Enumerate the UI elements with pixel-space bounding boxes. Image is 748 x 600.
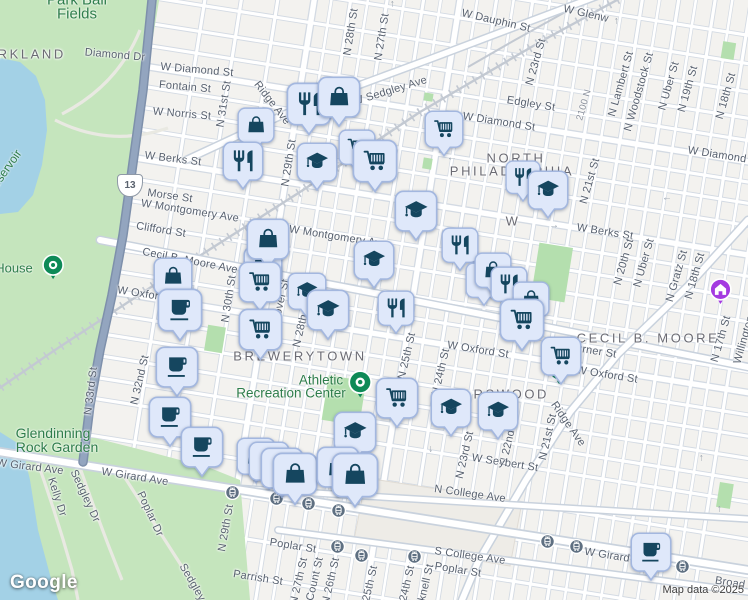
poi-marker-grad[interactable] xyxy=(477,391,519,441)
us-13-shield: 13 xyxy=(117,174,143,197)
poi-marker-cart[interactable] xyxy=(499,298,545,352)
park-poi-icon[interactable] xyxy=(347,369,373,399)
poi-marker-cup[interactable] xyxy=(148,396,192,448)
poi-marker-grad[interactable] xyxy=(430,388,472,438)
google-logo[interactable]: Google xyxy=(10,572,78,593)
one-way-arrow: → xyxy=(713,504,724,514)
one-way-arrow: → xyxy=(549,220,559,231)
transit-stop-icon[interactable] xyxy=(329,538,345,554)
poi-marker-restaurant[interactable] xyxy=(377,290,415,335)
one-way-arrow: → xyxy=(695,453,706,463)
park-label: House xyxy=(0,260,33,276)
poi-marker-cup[interactable] xyxy=(155,346,199,398)
river-water xyxy=(0,432,58,600)
poi-marker-grad[interactable] xyxy=(527,170,569,220)
poi-marker-cart[interactable] xyxy=(238,308,283,361)
poi-marker-cart[interactable] xyxy=(540,336,582,386)
poi-marker-cart[interactable] xyxy=(238,261,282,313)
park-label: Rock Garden xyxy=(15,439,99,455)
poi-marker-bag[interactable] xyxy=(317,76,361,128)
neighborhood-label: W xyxy=(505,213,521,229)
transit-stop-icon[interactable] xyxy=(674,558,690,574)
one-way-arrow: → xyxy=(386,0,397,9)
poi-marker-bag[interactable] xyxy=(331,452,379,509)
neighborhood-label: PARKLAND xyxy=(0,46,66,62)
poi-marker-grad[interactable] xyxy=(296,142,338,192)
transit-stop-icon[interactable] xyxy=(330,502,346,518)
reservoir-water xyxy=(0,58,47,214)
park-label: Fields xyxy=(56,5,98,23)
transit-stop-icon[interactable] xyxy=(539,533,555,549)
transit-stop-icon[interactable] xyxy=(406,548,422,564)
poi-marker-cup[interactable] xyxy=(157,288,203,342)
transit-stop-icon[interactable] xyxy=(353,547,369,563)
park-paths xyxy=(33,29,190,600)
transit-stop-icon[interactable] xyxy=(224,484,240,500)
poi-marker-cart[interactable] xyxy=(424,110,464,157)
park-label: Recreation Center xyxy=(236,385,346,401)
poi-marker-cart[interactable] xyxy=(352,139,398,193)
park-poi-icon[interactable] xyxy=(41,254,65,280)
neighborhood-label: CECIL B. MOORE xyxy=(576,330,720,346)
poi-marker-cup[interactable] xyxy=(180,426,224,478)
park-label: Park Ball xyxy=(46,0,108,9)
poi-marker-grad[interactable] xyxy=(394,190,438,242)
poi-marker-grad[interactable] xyxy=(306,289,350,341)
poi-marker-cart[interactable] xyxy=(375,377,419,429)
poi-marker-restaurant[interactable] xyxy=(222,141,264,191)
one-way-arrow: → xyxy=(662,194,672,205)
one-way-arrow: → xyxy=(426,444,437,454)
transit-stop-icon[interactable] xyxy=(568,538,584,554)
one-way-arrow: → xyxy=(610,16,621,26)
home-poi-icon[interactable] xyxy=(708,277,733,305)
poi-marker-grad[interactable] xyxy=(353,240,395,290)
poi-marker-bag[interactable] xyxy=(272,452,318,506)
park-label: Glendinning xyxy=(15,425,91,441)
poi-marker-restaurant[interactable] xyxy=(441,227,479,272)
map-attribution: Map data ©2025 xyxy=(662,584,745,596)
park-label: Athletic xyxy=(298,372,344,388)
poi-marker-cup[interactable] xyxy=(630,532,672,582)
poi-marker-bag[interactable] xyxy=(237,107,275,152)
transit-stop-icon[interactable] xyxy=(300,495,316,511)
